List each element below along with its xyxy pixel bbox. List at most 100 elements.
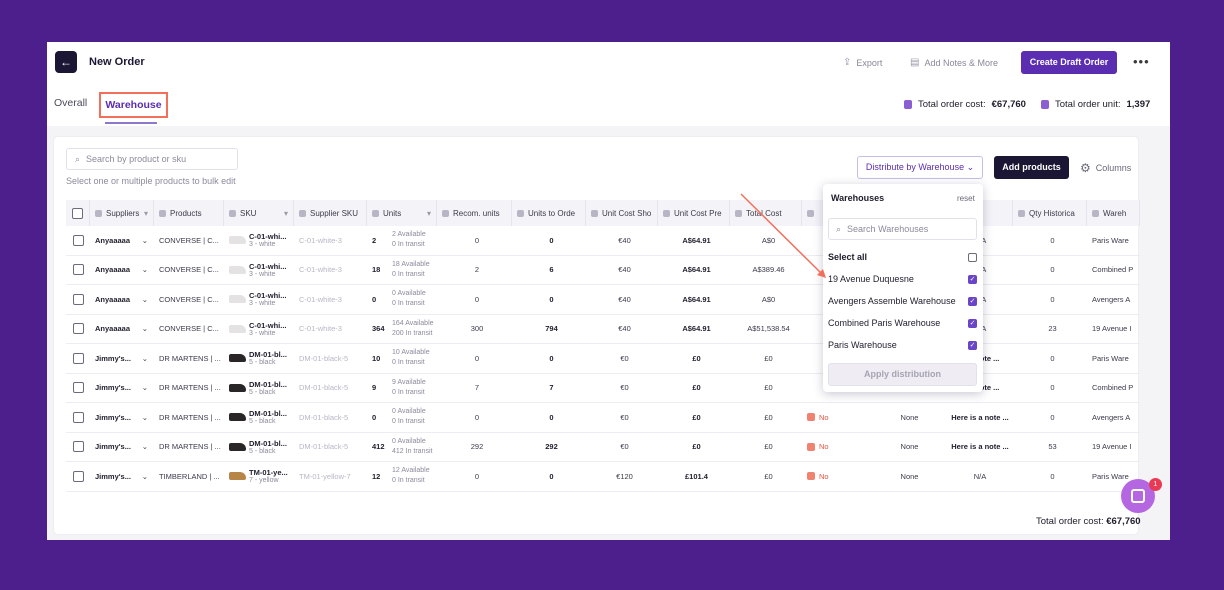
chevron-down-icon[interactable]: ⌄ — [141, 265, 148, 275]
row-checkbox[interactable] — [72, 382, 84, 394]
more-options-icon[interactable]: ••• — [1133, 54, 1150, 69]
supplier-name[interactable]: Jimmy's... — [95, 383, 131, 393]
available-count: 0 Available — [392, 437, 426, 445]
table-cell: DR MARTENS | ... — [159, 433, 224, 462]
supplier-name[interactable]: Anyaaaaa — [95, 324, 131, 334]
chevron-down-icon[interactable]: ⌄ — [141, 412, 148, 422]
table-cell: £0 — [735, 374, 802, 403]
column-header-label: SKU — [240, 208, 257, 218]
row-checkbox[interactable] — [72, 441, 84, 453]
table-cell: 0 — [442, 344, 512, 373]
table-cell: Jimmy's... ⌄ — [95, 462, 154, 491]
sort-chevron-icon[interactable]: ▾ — [283, 208, 288, 218]
checkbox-checked-icon[interactable]: ✓ — [968, 340, 977, 350]
notes-value[interactable]: Here is a note ... — [951, 412, 1009, 422]
supplier-name[interactable]: Anyaaaaa — [95, 265, 131, 275]
to-order-value[interactable]: 0 — [549, 471, 554, 481]
warehouse-option[interactable]: 19 Avenue Duquesne ✓ — [828, 274, 977, 284]
chevron-down-icon[interactable]: ⌄ — [141, 294, 148, 304]
table-cell: £0 — [663, 403, 730, 432]
back-button[interactable]: ← — [55, 51, 77, 73]
columns-button[interactable]: ⚙ Columns — [1080, 161, 1132, 175]
app-window: ← New Order ⇪ Export ▤ Add Notes & More Cr… — [47, 42, 1170, 540]
chevron-down-icon[interactable]: ⌄ — [141, 324, 148, 334]
chevron-down-icon[interactable]: ⌄ — [141, 442, 148, 452]
sku-variant: 7 - yellow — [249, 477, 279, 485]
supplier-name[interactable]: Jimmy's... — [95, 442, 131, 452]
to-order-value[interactable]: 7 — [549, 383, 554, 393]
sku-variant: 3 - white — [249, 300, 276, 308]
sort-chevron-icon[interactable]: ▾ — [143, 208, 148, 218]
to-order-value[interactable]: 292 — [545, 442, 558, 452]
row-checkbox[interactable] — [72, 352, 84, 364]
reset-link[interactable]: reset — [957, 194, 975, 203]
warehouse-option[interactable]: Combined Paris Warehouse ✓ — [828, 318, 977, 328]
checkbox-checked-icon[interactable]: ✓ — [968, 296, 977, 306]
sku-code: C-01-whi... — [249, 261, 287, 271]
chevron-down-icon[interactable]: ⌄ — [141, 235, 148, 245]
add-notes-button[interactable]: ▤ Add Notes & More — [910, 57, 998, 68]
table-cell: 0 — [517, 462, 586, 491]
warehouse-option[interactable]: Avengers Assemble Warehouse ✓ — [828, 296, 977, 306]
column-icon — [299, 209, 306, 217]
search-input[interactable]: ⌕ Search by product or sku — [66, 148, 238, 170]
total-value: A$51,538.54 — [747, 324, 790, 334]
notes-value[interactable]: Here is a note ... — [951, 442, 1009, 452]
table-cell — [66, 256, 90, 285]
to-order-value[interactable]: 0 — [549, 353, 554, 363]
to-order-value[interactable]: 0 — [549, 235, 554, 245]
supplier-name[interactable]: Anyaaaaa — [95, 235, 131, 245]
table-cell: Here is a note ... — [947, 433, 1013, 462]
row-checkbox[interactable] — [72, 470, 84, 482]
recom-value: 0 — [474, 412, 480, 422]
to-order-value[interactable]: 6 — [549, 265, 554, 275]
apply-distribution-button[interactable]: Apply distribution — [828, 363, 977, 386]
row-checkbox[interactable] — [72, 264, 84, 276]
add-products-button[interactable]: Add products — [994, 156, 1069, 179]
sku-code: TM-01-ye... — [249, 468, 288, 478]
table-row: Anyaaaaa ⌄ CONVERSE | C... C-01-whi... 3 - … — [66, 285, 1140, 315]
supplier-name[interactable]: Anyaaaaa — [95, 294, 131, 304]
row-checkbox[interactable] — [72, 293, 84, 305]
select-all-header-checkbox[interactable] — [66, 200, 90, 226]
row-checkbox[interactable] — [72, 411, 84, 423]
row-checkbox[interactable] — [72, 323, 84, 335]
checkbox[interactable] — [72, 207, 83, 219]
to-order-value[interactable]: 0 — [549, 294, 554, 304]
stock-block: 9 Available 0 In transit — [392, 378, 426, 398]
checkbox[interactable] — [968, 252, 977, 262]
chat-icon — [1131, 489, 1145, 503]
supplier-name[interactable]: Jimmy's... — [95, 412, 131, 422]
available-count: 9 Available — [392, 378, 426, 386]
tab-overall[interactable]: Overall — [54, 97, 88, 109]
warehouse-option[interactable]: Paris Warehouse ✓ — [828, 340, 977, 350]
checkbox-checked-icon[interactable]: ✓ — [968, 318, 977, 328]
arrow-left-icon: ← — [60, 55, 72, 69]
warehouse-search-input[interactable]: ⌕ Search Warehouses — [828, 218, 977, 240]
qty-hist-value: 0 — [1050, 412, 1055, 422]
column-header-label: Products — [170, 208, 202, 218]
tab-warehouse[interactable]: Warehouse — [99, 92, 168, 118]
distribute-by-warehouse-button[interactable]: Distribute by Warehouse ⌄ — [857, 156, 983, 179]
supplier-name[interactable]: Jimmy's... — [95, 353, 131, 363]
sort-chevron-icon[interactable]: ▾ — [426, 208, 431, 218]
column-icon — [1018, 209, 1025, 217]
checkbox-checked-icon[interactable]: ✓ — [968, 274, 977, 284]
column-header-label: Unit Cost Sho — [602, 208, 652, 218]
supplier-sku: C-01-white-3 — [299, 265, 342, 275]
column-header: Total Cost — [730, 200, 802, 226]
qty-hist-value: 0 — [1050, 383, 1055, 393]
column-header: Recom. units — [437, 200, 512, 226]
supplier-name[interactable]: Jimmy's... — [95, 471, 131, 481]
row-checkbox[interactable] — [72, 234, 84, 246]
to-order-value[interactable]: 794 — [545, 324, 558, 334]
in-transit-count: 200 In transit — [392, 329, 433, 337]
export-button[interactable]: ⇪ Export — [843, 57, 883, 68]
chevron-down-icon[interactable]: ⌄ — [141, 383, 148, 393]
chevron-down-icon[interactable]: ⌄ — [141, 471, 148, 481]
chevron-down-icon[interactable]: ⌄ — [141, 353, 148, 363]
notes-value[interactable]: N/A — [973, 471, 987, 481]
to-order-value[interactable]: 0 — [549, 412, 554, 422]
select-all-option[interactable]: Select all — [828, 252, 977, 262]
create-draft-order-button[interactable]: Create Draft Order — [1021, 51, 1117, 74]
